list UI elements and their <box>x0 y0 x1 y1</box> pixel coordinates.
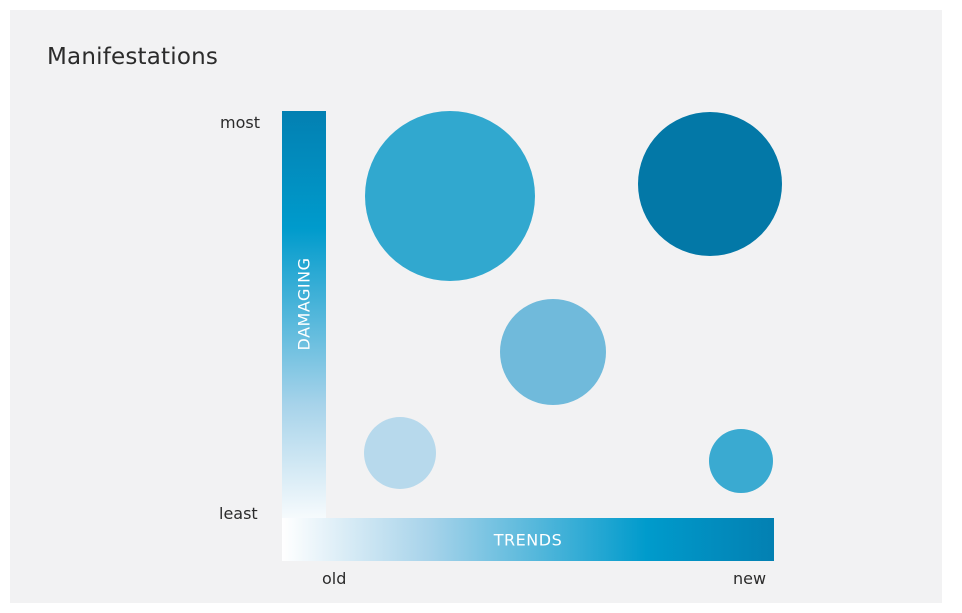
y-axis-high-label: most <box>220 113 260 132</box>
bubble-small-left <box>364 417 436 489</box>
trends-axis-label: TRENDS <box>493 530 563 549</box>
bubble-small-right <box>709 429 773 493</box>
x-axis-low-label: old <box>322 569 347 588</box>
diagram-panel: Manifestations most least DAMAGING TREND… <box>10 10 942 603</box>
diagram-title: Manifestations <box>47 44 219 70</box>
damaging-gradient-bar: DAMAGING <box>282 111 326 531</box>
trends-gradient-bar: TRENDS <box>282 518 774 561</box>
bubble-large-left <box>365 111 535 281</box>
bubble-medium-center <box>500 299 606 405</box>
x-axis-high-label: new <box>733 569 767 588</box>
bubble-large-right <box>638 112 782 256</box>
damaging-axis-label: DAMAGING <box>294 257 314 351</box>
y-axis-low-label: least <box>219 504 258 523</box>
